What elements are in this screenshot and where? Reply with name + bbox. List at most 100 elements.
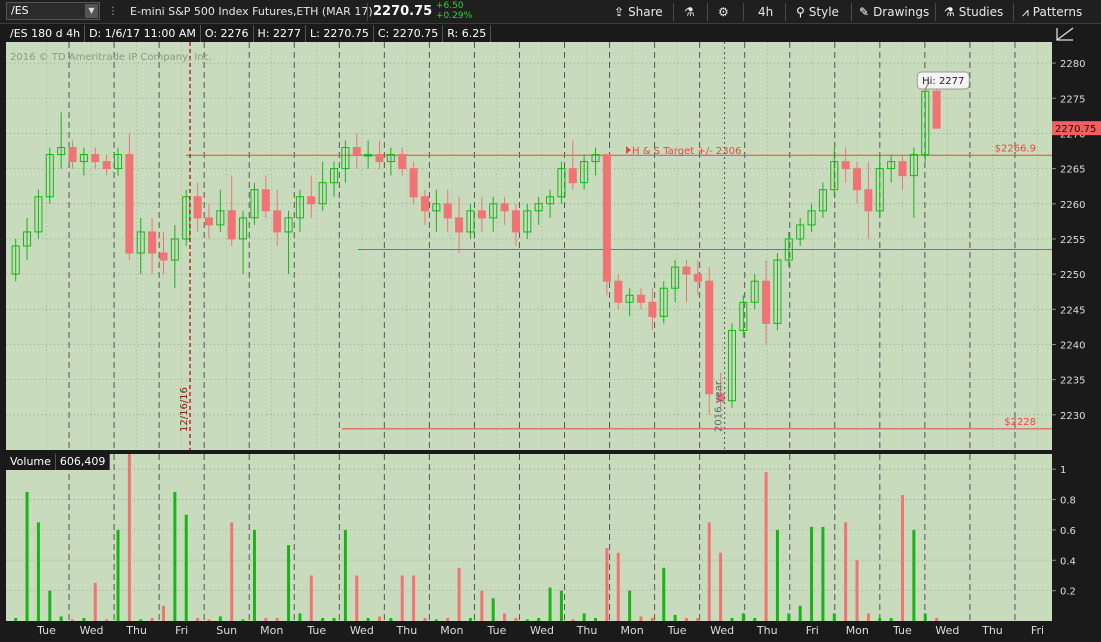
candle-up [796,224,805,240]
candle-down [864,189,873,212]
pattern-target-label: H & S Target +/- 2306 [632,146,741,157]
candle-up [625,294,634,303]
drawings-button[interactable]: ✎ Drawings [859,0,929,24]
volume-bar [264,617,268,621]
candle-down [682,266,691,275]
volume-bar [150,617,154,621]
studies-label: Studies [958,5,1004,19]
volume-chart-panel[interactable]: Volume 606,409 [6,454,1052,621]
candle-down [159,252,168,261]
bar-close: C: 2270.75 [374,25,444,42]
candle-down [261,189,270,212]
candle-up [534,203,543,212]
price-tick-label: 2240 [1060,340,1085,351]
volume-bar [116,529,120,621]
trend-tool-icon [1056,27,1074,41]
patterns-icon: ⩘ [1022,5,1029,19]
volume-bar [730,617,734,621]
candle-down [273,210,282,233]
time-axis-label: Fri [1031,624,1044,637]
studies-button[interactable]: ⚗ Studies [944,0,1003,24]
candle-down [648,301,657,317]
last-price-tag-label: 2270.75 [1055,124,1096,135]
time-axis[interactable]: Tue Wed Thu Fri Sun Mon Tue Wed Thu Mon Tue Wed Thu M… [0,621,1101,638]
volume-bar [503,613,507,621]
volume-header: Volume 606,409 [6,454,111,470]
volume-bar [923,613,927,621]
instrument-info-icon[interactable]: ⋮ [108,6,118,17]
price-chart-panel[interactable]: $2266.9 $2228 H & S Target +/- 2306 Hi: 227… [6,42,1052,450]
price-chart[interactable]: $2266.9 $2228 H & S Target +/- 2306 Hi: 227… [6,42,1052,450]
bar-low: L: 2270.75 [306,25,374,42]
volume-bar [366,617,370,621]
candle-down [204,217,213,226]
candle-down [602,154,611,282]
candle-up [887,161,896,170]
flask-button[interactable]: ⚗ [684,0,695,24]
settings-button[interactable]: ⚙ [718,0,729,24]
candle-up [364,154,373,157]
volume-bar [468,617,472,621]
price-tick-label: 2235 [1060,376,1085,387]
volume-bar [537,617,541,621]
toolbar-divider [785,3,786,21]
pattern-target-marker [626,146,631,154]
candle-up [671,266,680,289]
candle-up [432,203,441,212]
price-tick-label: 2275 [1060,94,1085,105]
last-price: 2270.75 [373,4,433,19]
volume-bar [514,617,518,621]
candle-up [909,154,918,177]
symbol-input[interactable]: /ES ▼ [6,2,100,20]
volume-chart[interactable] [6,454,1052,621]
time-axis-label: Tue [892,624,912,637]
time-axis-label: Thu [756,624,778,637]
time-axis-label: Wed [710,624,734,637]
volume-bar [196,617,200,621]
candle-up [216,210,225,226]
volume-bar [480,590,484,621]
volume-bar [71,619,75,621]
volume-bar [775,529,779,621]
symbol-dropdown-icon[interactable]: ▼ [85,4,98,18]
top-toolbar: /ES ▼ ⋮ E-mini S&P 500 Index Futures,ETH… [0,0,1101,24]
time-axis-labels: Tue Wed Thu Fri Sun Mon Tue Wed Thu Mon Tue Wed Thu M… [36,624,1044,637]
instrument-description: E-mini S&P 500 Index Futures,ETH (MAR 17… [130,5,373,18]
bar-date: D: 1/6/17 11:00 AM [85,25,201,42]
price-tick-label: 2250 [1060,270,1085,281]
volume-bar [650,617,654,621]
candle-down [68,147,77,163]
flask-icon: ⚗ [684,5,695,19]
style-button[interactable]: ⚲ Style [796,0,839,24]
price-tick-label: 2265 [1060,165,1085,176]
volume-axis[interactable]: 0.2 0.4 0.6 0.8 1 [1052,454,1101,621]
candle-up [489,203,498,219]
candle-down [705,280,714,395]
bar-open: O: 2276 [201,25,254,42]
time-axis-label: Mon [440,624,463,637]
volume-bar [594,617,598,621]
volume-bar [605,548,609,621]
chart-tool-button[interactable] [1054,25,1076,43]
toolbar-divider [673,3,674,21]
candle-up [330,168,339,184]
price-axis[interactable]: 2230223522402245225022552260226522702275… [1052,42,1101,450]
candle-up [34,196,43,233]
time-axis-label: Thu [981,624,1003,637]
candle-down [614,280,623,303]
time-axis-label: Tue [667,624,687,637]
timeframe-button[interactable]: 4h [758,0,773,24]
drawings-label: Drawings [873,5,930,19]
volume-bar [764,472,768,621]
candle-up [727,329,736,402]
candle-up [830,161,839,191]
year-marker-label: 2016 year [714,380,725,432]
time-axis-label: Fri [806,624,819,637]
patterns-button[interactable]: ⩘ Patterns [1022,0,1082,24]
candle-up [750,280,759,303]
volume-bar [321,617,325,621]
share-button[interactable]: ⇪ Share [614,0,663,24]
volume-bar [127,454,131,621]
volume-bar [821,526,825,621]
time-axis-label: Thu [396,624,418,637]
